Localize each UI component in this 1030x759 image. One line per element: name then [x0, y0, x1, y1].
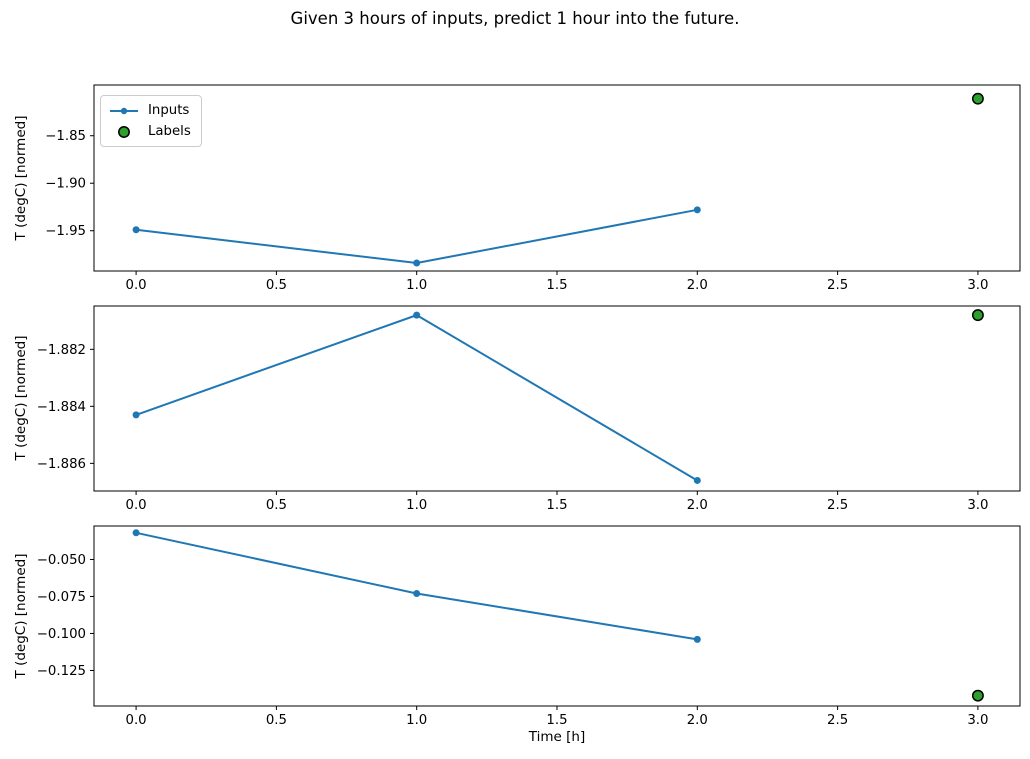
axes-frame: [93, 84, 1021, 272]
subplot-2: 0.0 0.5 1.0 1.5 2.0 2.5 3.0 −1.882 −1.884 −1.886: [37, 305, 1021, 513]
inputs-marker: [132, 411, 140, 419]
x-tick-label: 1.5: [546, 713, 567, 728]
x-axis-label: Time [h]: [528, 729, 586, 745]
y-tick-label: −0.125: [37, 664, 86, 679]
y-tick-label: −1.95: [45, 224, 86, 239]
inputs-marker: [693, 635, 701, 643]
y-tick-label: −1.90: [45, 177, 86, 192]
subplot-1: 0.0 0.5 1.0 1.5 2.0 2.5 3.0 −1.85 −1.90 −1.95: [45, 84, 1021, 293]
inputs-marker: [132, 529, 140, 537]
x-tick-label: 1.0: [406, 713, 427, 728]
labels-marker: [971, 689, 984, 702]
x-tick-label: 3.0: [967, 278, 988, 293]
x-tick-label: 1.0: [406, 278, 427, 293]
inputs-marker: [693, 476, 701, 484]
y-tick-label: −0.050: [37, 553, 86, 568]
subplot-2-y-axis-label: T (degC) [normed]: [13, 335, 29, 461]
y-tick-label: −1.886: [37, 457, 86, 472]
legend-item-inputs: Inputs: [109, 100, 191, 121]
x-tick-label: 1.5: [546, 278, 567, 293]
inputs-marker: [413, 311, 421, 319]
x-tick-label: 2.0: [687, 278, 708, 293]
figure-title: Given 3 hours of inputs, predict 1 hour …: [290, 9, 740, 28]
x-tick-label: 0.0: [126, 278, 147, 293]
x-tick-label: 3.0: [967, 713, 988, 728]
x-tick-label: 2.5: [827, 278, 848, 293]
subplot-3-y-axis-label: T (degC) [normed]: [13, 553, 29, 679]
x-tick-label: 1.0: [406, 498, 427, 513]
subplot-3: 0.0 0.5 1.0 1.5 2.0 2.5 3.0 −0.050 −0.075 −0.100 −…: [37, 525, 1021, 728]
labels-marker: [971, 309, 984, 322]
x-tick-label: 0.0: [126, 713, 147, 728]
y-tick-label: −1.882: [37, 343, 86, 358]
subplot-1-y-axis-label: T (degC) [normed]: [13, 115, 29, 241]
labels-dot-swatch-icon: [118, 125, 130, 138]
x-tick-label: 2.0: [687, 713, 708, 728]
inputs-marker: [413, 259, 421, 267]
x-tick-label: 1.5: [546, 498, 567, 513]
y-tick-label: −0.100: [37, 627, 86, 642]
inputs-marker: [132, 226, 140, 234]
y-tick-label: −1.85: [45, 129, 86, 144]
legend-item-labels: Labels: [109, 121, 191, 142]
x-tick-label: 0.5: [266, 713, 287, 728]
inputs-line: [135, 531, 698, 641]
inputs-marker: [413, 590, 421, 597]
x-tick-label: 3.0: [967, 498, 988, 513]
x-tick-label: 2.5: [827, 713, 848, 728]
legend: Inputs Labels: [100, 95, 202, 147]
legend-label-inputs: Inputs: [148, 103, 190, 118]
inputs-line: [135, 314, 698, 482]
x-tick-label: 2.5: [827, 498, 848, 513]
inputs-marker: [693, 206, 701, 214]
labels-marker: [971, 92, 984, 105]
y-tick-label: −1.884: [37, 400, 86, 415]
x-tick-label: 2.0: [687, 498, 708, 513]
inputs-line: [135, 208, 698, 265]
x-tick-label: 0.5: [266, 498, 287, 513]
legend-label-labels: Labels: [148, 124, 191, 139]
inputs-line-swatch-icon: [110, 107, 138, 114]
x-tick-label: 0.5: [266, 278, 287, 293]
y-tick-label: −0.075: [37, 590, 86, 605]
x-tick-label: 0.0: [126, 498, 147, 513]
